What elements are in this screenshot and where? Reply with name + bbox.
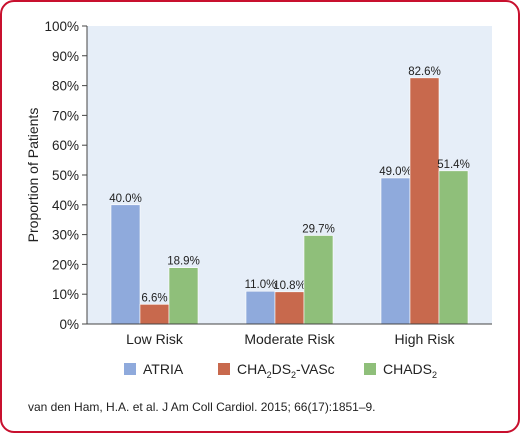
bar bbox=[245, 290, 276, 325]
data-label: 10.8% bbox=[273, 280, 306, 292]
citation: van den Ham, H.A. et al. J Am Coll Cardi… bbox=[28, 400, 376, 414]
y-tick-label: 50% bbox=[52, 168, 79, 183]
bar bbox=[438, 170, 469, 325]
legend-label-atria: ATRIA bbox=[143, 361, 184, 377]
bar bbox=[409, 77, 440, 325]
legend-swatch-cha2ds2-vasc bbox=[218, 363, 230, 375]
data-label: 11.0% bbox=[245, 279, 277, 291]
y-tick-label: 100% bbox=[44, 19, 79, 34]
data-label: 18.9% bbox=[167, 256, 200, 268]
bar bbox=[274, 291, 305, 325]
data-label: 6.6% bbox=[141, 292, 167, 304]
bar bbox=[303, 235, 334, 325]
legend-swatch-atria bbox=[124, 363, 136, 375]
data-label: 51.4% bbox=[437, 159, 470, 171]
y-tick-label: 70% bbox=[52, 108, 79, 123]
y-tick-label: 90% bbox=[52, 49, 79, 64]
legend-label-chads2: CHADS2 bbox=[383, 361, 437, 380]
data-label: 40.0% bbox=[109, 193, 142, 205]
data-label: 29.7% bbox=[302, 223, 335, 235]
y-tick-label: 80% bbox=[52, 79, 79, 94]
y-tick-label: 30% bbox=[52, 228, 79, 243]
legend: ATRIA CHA2DS2-VASc CHADS2 bbox=[124, 361, 437, 380]
y-axis-label: Proportion of Patients bbox=[25, 108, 41, 243]
data-label: 49.0% bbox=[379, 166, 412, 178]
x-category-label: Moderate Risk bbox=[244, 331, 335, 347]
x-category-label: High Risk bbox=[395, 331, 456, 347]
legend-swatch-chads2 bbox=[364, 363, 376, 375]
data-label: 82.6% bbox=[408, 66, 441, 78]
bar bbox=[139, 304, 170, 325]
bar bbox=[380, 177, 411, 325]
legend-label-cha2ds2-vasc: CHA2DS2-VASc bbox=[237, 361, 335, 380]
y-tick-label: 60% bbox=[52, 138, 79, 153]
bar bbox=[110, 204, 141, 325]
y-tick-label: 20% bbox=[52, 257, 79, 272]
y-tick-label: 0% bbox=[59, 317, 79, 332]
x-category-label: Low Risk bbox=[126, 331, 184, 347]
bar bbox=[168, 267, 199, 325]
y-tick-label: 10% bbox=[52, 287, 79, 302]
y-tick-label: 40% bbox=[52, 198, 79, 213]
